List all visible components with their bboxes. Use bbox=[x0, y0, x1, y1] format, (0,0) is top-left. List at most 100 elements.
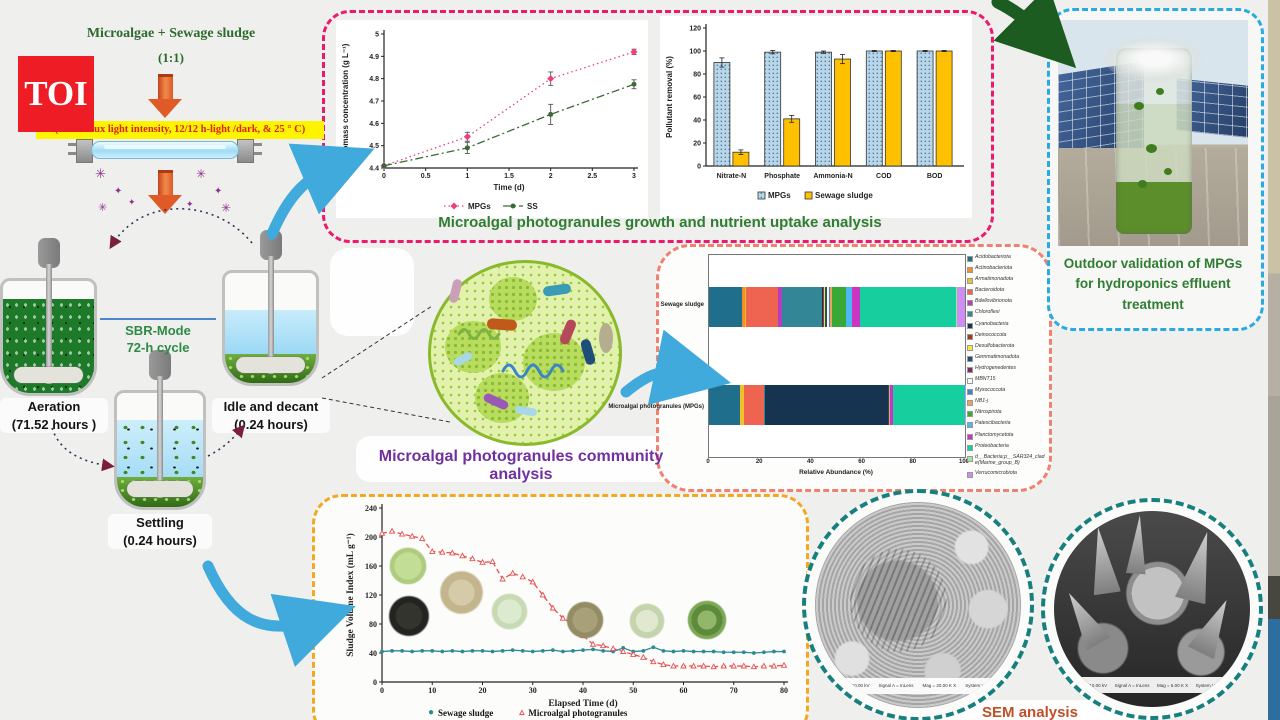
svg-text:5: 5 bbox=[375, 32, 379, 39]
down-arrow-icon bbox=[148, 74, 182, 118]
svg-text:4.5: 4.5 bbox=[369, 143, 379, 150]
svg-text:0: 0 bbox=[373, 678, 377, 687]
svg-text:MPGs: MPGs bbox=[468, 202, 491, 211]
granule-photo bbox=[387, 594, 431, 638]
legend-item: Verrucomicrobiota bbox=[967, 470, 1047, 478]
svi-legend: ● Sewage sludge ▵ Microalgal photogranules bbox=[428, 707, 628, 718]
pollutant-bar-chart: 0 20 40 60 80 100 120 Pollutant removal (%) Nitr… bbox=[660, 16, 972, 218]
background-patch bbox=[330, 248, 414, 336]
community-stacked-chart bbox=[708, 254, 966, 458]
taxa-legend: Acidobacteriota Actinobacteriota Armatimon… bbox=[967, 254, 1047, 482]
svg-text:40: 40 bbox=[369, 649, 377, 658]
spirillum-icon bbox=[501, 363, 565, 379]
legend-item: Chloroflexi bbox=[967, 309, 1047, 318]
legend-item: Armatimonadota bbox=[967, 276, 1047, 285]
svg-text:40: 40 bbox=[693, 118, 701, 125]
legend-item: Actinobacteriota bbox=[967, 265, 1047, 274]
legend-item: Deinococcota bbox=[967, 332, 1047, 340]
svg-text:Nitrate-N: Nitrate-N bbox=[717, 173, 747, 180]
outdoor-reactor-photo bbox=[1058, 20, 1248, 246]
svg-text:80: 80 bbox=[780, 686, 788, 695]
sbr-mode-label: SBR-Mode 72-h cycle bbox=[125, 323, 191, 355]
mixture-title: Microalgae + Sewage sludge bbox=[86, 26, 256, 41]
svg-text:10: 10 bbox=[428, 686, 436, 695]
granule-photo bbox=[565, 600, 605, 640]
svg-text:50: 50 bbox=[629, 686, 637, 695]
svg-text:SS: SS bbox=[527, 202, 538, 211]
down-arrow-icon bbox=[148, 170, 182, 214]
flow-arrow-to-outdoor bbox=[991, 0, 1077, 69]
svg-text:0: 0 bbox=[382, 173, 386, 180]
sem-metadata-bar: = 10.00 kV Signal A = InLens Mag = 20.00 K… bbox=[843, 677, 993, 694]
cycle-arrow bbox=[51, 427, 115, 472]
svg-text:2.5: 2.5 bbox=[587, 173, 597, 180]
sem-image-microalga-cell: = 10.00 kV Signal A = InLens Mag = 5.00 K … bbox=[1041, 498, 1263, 720]
svg-text:Sewage sludge: Sewage sludge bbox=[815, 191, 873, 200]
svg-text:MPGs: MPGs bbox=[768, 191, 791, 200]
svg-text:100: 100 bbox=[689, 49, 701, 56]
svg-text:80: 80 bbox=[693, 72, 701, 79]
legend-item: Proteobacteria bbox=[967, 443, 1047, 451]
sem-caption: SEM analysis bbox=[982, 704, 1078, 720]
x-axis-label: Relative Abundance (%) bbox=[799, 469, 873, 476]
outdoor-caption: Outdoor validation of MPGs for hydroponi… bbox=[1063, 256, 1243, 312]
legend-item: d__Bacteria;p__SAR324_clade(Marine_group… bbox=[967, 454, 1047, 467]
svg-text:COD: COD bbox=[876, 173, 892, 180]
cropped-photo-strip bbox=[1268, 0, 1280, 720]
legend-item: Patescibacteria bbox=[967, 420, 1047, 429]
granule-photo bbox=[628, 602, 666, 640]
svg-text:60: 60 bbox=[680, 686, 688, 695]
category-label: Sewage sludge bbox=[660, 302, 704, 308]
svg-text:0.5: 0.5 bbox=[421, 173, 431, 180]
legend-item: Myxococcota bbox=[967, 387, 1047, 396]
svg-text:2: 2 bbox=[549, 173, 553, 180]
flow-arrow-to-svi bbox=[202, 560, 356, 667]
svg-text:Phosphate: Phosphate bbox=[764, 173, 800, 180]
legend-item: Bacteroidota bbox=[967, 287, 1047, 296]
granule-photo bbox=[686, 599, 728, 641]
svg-text:Pollutant removal (%): Pollutant removal (%) bbox=[665, 56, 674, 138]
sem-metadata-bar: = 10.00 kV Signal A = InLens Mag = 5.00 K … bbox=[1081, 677, 1223, 694]
svg-text:4.9: 4.9 bbox=[369, 54, 379, 61]
svg-text:0: 0 bbox=[697, 164, 701, 171]
granule-photo bbox=[438, 569, 485, 616]
bacterium-icon bbox=[599, 323, 613, 353]
aeration-label: Aeration (71.52 hours ) bbox=[0, 398, 108, 434]
x-axis-ticks: 0 20 40 60 80 100 bbox=[706, 459, 970, 465]
culture-conditions-label: (45300 Lux light intensity, 12/12 h-ligh… bbox=[36, 121, 324, 139]
stacked-bar bbox=[709, 287, 965, 327]
legend-item: Bdellovibrionota bbox=[967, 298, 1047, 307]
legend-item: Cyanobacteria bbox=[967, 321, 1047, 329]
svg-text:240: 240 bbox=[365, 504, 377, 513]
legend-item: Planctomycetota bbox=[967, 432, 1047, 440]
svg-text:30: 30 bbox=[529, 686, 537, 695]
svg-text:120: 120 bbox=[689, 26, 701, 33]
legend-item: Desulfobacterota bbox=[967, 343, 1047, 351]
svg-text:120: 120 bbox=[365, 591, 377, 600]
svg-text:4.4: 4.4 bbox=[369, 166, 379, 173]
bacterium-icon bbox=[448, 278, 463, 304]
photobioreactor-column bbox=[1104, 36, 1204, 234]
svg-text:Elapsed Time (d): Elapsed Time (d) bbox=[548, 698, 617, 709]
sem-image-granule-surface: = 10.00 kV Signal A = InLens Mag = 20.00 K… bbox=[802, 489, 1034, 720]
svg-text:80: 80 bbox=[369, 620, 377, 629]
idle-decant-label: Idle and decant (0.24 hours) bbox=[212, 398, 330, 434]
category-label: Microalgal photogranules (MPGs) bbox=[608, 404, 704, 410]
aeration-reactor bbox=[0, 238, 97, 396]
mixture-ratio: (1:1) bbox=[158, 50, 184, 65]
zoom-connector-line bbox=[321, 397, 451, 423]
svg-text:40: 40 bbox=[579, 686, 587, 695]
settling-label: Settling (0.24 hours) bbox=[108, 514, 212, 550]
svg-text:20: 20 bbox=[479, 686, 487, 695]
biomass-line-chart: 4.4 4.5 4.6 4.7 4.8 4.9 5 0 0.5 1 1.5 2 2.5 3 Time (d)… bbox=[336, 20, 648, 218]
svg-text:4.8: 4.8 bbox=[369, 76, 379, 83]
svg-text:160: 160 bbox=[365, 562, 377, 571]
divider-line bbox=[100, 318, 216, 320]
legend-item: Hydrogenedentes bbox=[967, 365, 1047, 373]
photogranule-illustration bbox=[428, 260, 622, 446]
legend-item: Nitrospirota bbox=[967, 409, 1047, 418]
svg-text:70: 70 bbox=[730, 686, 738, 695]
community-caption: Microalgal photogranules community analy… bbox=[378, 448, 664, 483]
svg-text:1.5: 1.5 bbox=[504, 173, 514, 180]
